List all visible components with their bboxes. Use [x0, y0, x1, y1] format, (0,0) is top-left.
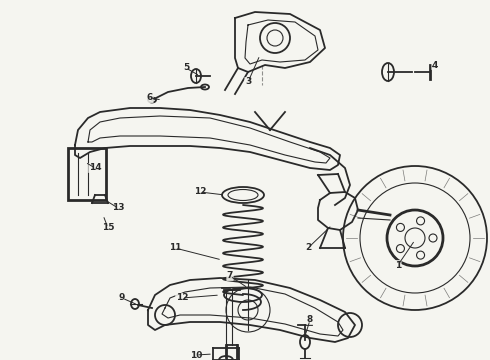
- Text: 13: 13: [112, 203, 124, 212]
- Text: 11: 11: [169, 243, 181, 252]
- Text: 7: 7: [227, 271, 233, 280]
- Text: 5: 5: [183, 63, 189, 72]
- Text: 12: 12: [176, 293, 188, 302]
- Text: 14: 14: [89, 163, 101, 172]
- Text: 10: 10: [190, 351, 202, 360]
- Text: 3: 3: [245, 77, 251, 86]
- Text: 15: 15: [102, 224, 114, 233]
- Text: 1: 1: [395, 261, 401, 270]
- Text: 2: 2: [305, 243, 311, 252]
- Text: 9: 9: [119, 293, 125, 302]
- Text: 12: 12: [194, 188, 206, 197]
- Text: 4: 4: [432, 60, 438, 69]
- Text: 8: 8: [307, 315, 313, 324]
- Text: 6: 6: [147, 94, 153, 103]
- Bar: [68, 148, 106, 200]
